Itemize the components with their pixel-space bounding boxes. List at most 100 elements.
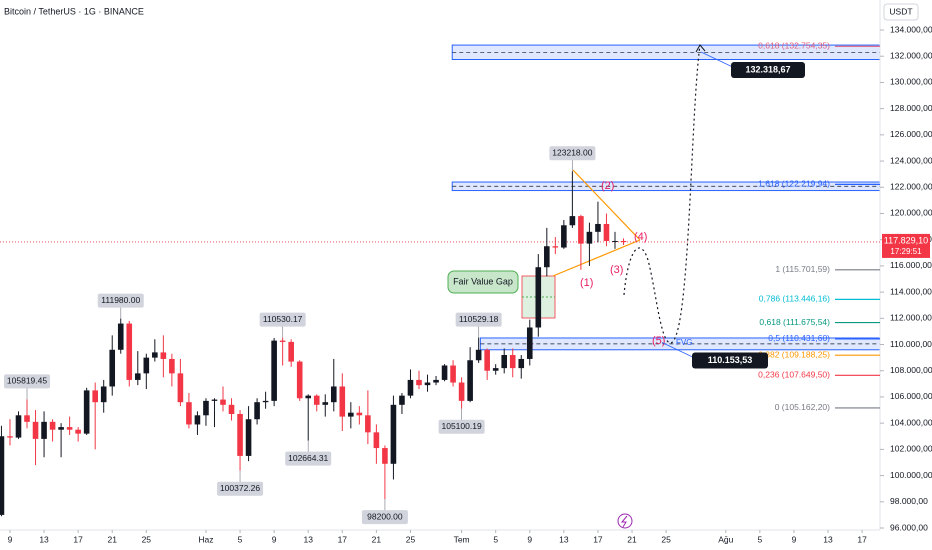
y-tick-label: 112.000,00	[890, 313, 932, 323]
candle-body	[501, 355, 508, 369]
fvg-label: FVG	[676, 338, 692, 347]
price-label: 123218.00	[552, 148, 592, 158]
candle-body	[288, 341, 294, 362]
candle-body	[544, 246, 550, 268]
fvg-callout	[447, 270, 519, 294]
y-tick-label: 134.000,00	[890, 24, 932, 34]
x-tick-label: Tem	[454, 534, 470, 544]
candle-body	[220, 399, 226, 405]
candle-body	[330, 386, 337, 403]
x-tick-label: 17	[593, 534, 603, 544]
candle-body	[595, 223, 601, 232]
candle-body	[569, 216, 576, 226]
target-box	[731, 62, 805, 79]
y-tick-label: 96.000,00	[890, 522, 928, 532]
candle-body	[603, 223, 610, 242]
candle-body	[58, 427, 64, 430]
event-bolt	[620, 515, 628, 528]
candle-body	[305, 395, 312, 399]
x-tick-label: 25	[142, 534, 152, 544]
x-tick-label: Ağu	[718, 534, 733, 544]
candle-body	[296, 361, 303, 399]
y-tick-label: 110.000,00	[890, 339, 932, 349]
candle-body	[0, 436, 5, 515]
x-tick-label: 17	[73, 534, 83, 544]
y-tick-label: 102.000,00	[890, 444, 932, 454]
candle-body	[561, 225, 567, 248]
candle-body	[382, 448, 388, 464]
fib-label: 0,5 (110.431,60)	[768, 333, 830, 343]
x-tick-label: 25	[661, 534, 671, 544]
y-tick-label: 116.000,00	[890, 260, 932, 270]
last-price-tag	[882, 233, 930, 258]
price-label: 102664.31	[288, 453, 328, 463]
fib-label: 1,618 (122.219,94)	[758, 179, 830, 189]
price-label-box	[4, 374, 51, 389]
price-label: 110529.18	[459, 314, 499, 324]
event-icon[interactable]	[617, 513, 633, 529]
candle-body	[552, 246, 559, 248]
wave-label: (4)	[634, 231, 647, 243]
candle-body	[416, 379, 422, 386]
x-tick-label: Haz	[198, 534, 213, 544]
candle-body	[134, 373, 141, 380]
candle-body	[535, 267, 542, 328]
x-tick-label: 13	[823, 534, 833, 544]
x-tick-label: 21	[372, 534, 382, 544]
x-tick-label: 5	[238, 534, 243, 544]
candle-body	[612, 241, 618, 243]
fvg-callout-text: Fair Value Gap	[453, 276, 513, 286]
candle-body	[186, 402, 192, 425]
currency-box	[883, 3, 919, 21]
candle-body	[75, 429, 81, 434]
last-price-label: 117.829,10	[884, 235, 928, 245]
x-tick-label: 17	[338, 534, 348, 544]
candle-body	[262, 400, 269, 403]
price-label: 105100.19	[442, 421, 482, 431]
candle-body	[484, 349, 490, 371]
candle-body	[228, 404, 235, 414]
candle-body	[7, 436, 13, 438]
candle-body	[109, 349, 116, 387]
candle-body	[169, 358, 175, 374]
candle-body	[83, 390, 90, 434]
price-label: 98200.00	[367, 511, 403, 521]
triangle-lower	[552, 239, 641, 277]
projection-path	[623, 44, 701, 344]
candle-body	[152, 352, 158, 358]
fib-label: 1 (115.701,59)	[775, 264, 830, 274]
price-label-box	[549, 146, 596, 161]
projection-arrow	[695, 44, 706, 53]
candle-body	[322, 402, 329, 405]
price-label: 100372.26	[220, 483, 260, 493]
candle-body	[313, 395, 320, 405]
candle-body	[467, 360, 473, 401]
chart-title: Bitcoin / TetherUS · 1G · BINANCE	[4, 6, 144, 16]
price-label-box	[97, 293, 144, 308]
x-tick-label: 17	[857, 534, 867, 544]
x-tick-label: 9	[272, 534, 277, 544]
wave-label: (2)	[601, 180, 614, 192]
price-label-box	[438, 419, 485, 434]
candle-body	[66, 427, 73, 430]
candle-body	[24, 415, 30, 422]
y-tick-label: 104.000,00	[890, 417, 932, 427]
countdown: 17:29:51	[890, 247, 922, 256]
y-tick-label: 126.000,00	[890, 129, 932, 139]
y-tick-label: 114.000,00	[890, 286, 932, 296]
candle-body	[32, 421, 39, 439]
price-label-box	[259, 312, 306, 327]
x-tick-label: 5	[493, 534, 498, 544]
y-tick-label: 128.000,00	[890, 103, 932, 113]
wave-label: (5)	[652, 335, 665, 347]
candle-body	[237, 413, 243, 456]
y-tick-label: 132.000,00	[890, 50, 932, 60]
fib-label: 0 (105.162,20)	[775, 402, 830, 412]
candle-body	[450, 365, 456, 383]
wave-label: (3)	[610, 264, 623, 276]
candle-body	[518, 358, 525, 369]
x-tick-label: 13	[303, 534, 313, 544]
wave-label: (1)	[580, 277, 593, 289]
candle-body	[356, 412, 363, 416]
